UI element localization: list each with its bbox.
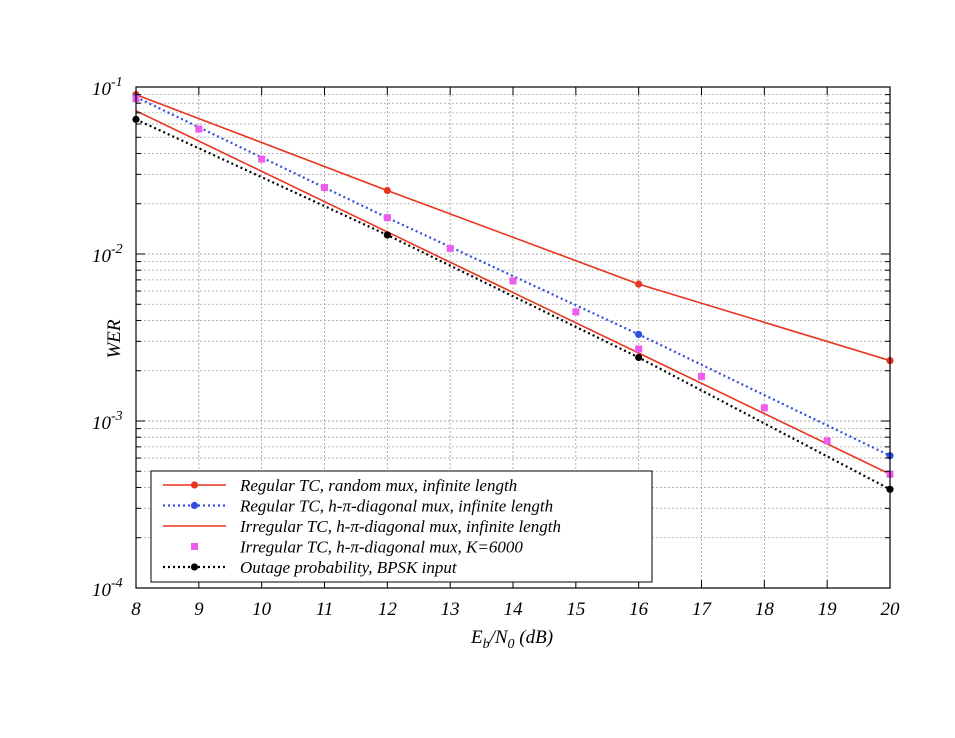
legend-entry: Regular TC, random mux, infinite length <box>163 476 517 495</box>
data-point <box>258 155 266 163</box>
legend-marker <box>190 481 199 489</box>
x-tick-label: 11 <box>316 599 334 620</box>
data-point <box>698 372 705 380</box>
legend-marker <box>190 563 199 571</box>
x-tick-label: 18 <box>755 599 775 620</box>
legend-box <box>150 470 653 583</box>
series-line <box>135 118 891 491</box>
data-point <box>823 437 831 445</box>
data-point <box>635 330 643 339</box>
series-5 <box>132 115 894 493</box>
data-point <box>383 186 391 195</box>
series-line <box>135 93 891 362</box>
legend-marker <box>190 501 199 510</box>
x-tick-label: 17 <box>692 599 713 620</box>
data-point <box>446 244 454 252</box>
x-tick-label: 16 <box>629 599 649 620</box>
series-line <box>135 110 891 475</box>
y-tick-label: 10-3 <box>92 409 123 434</box>
data-point <box>635 280 643 288</box>
x-tick-label: 19 <box>818 599 838 620</box>
legend-label: Outage probability, BPSK input <box>240 558 458 577</box>
data-point <box>760 404 768 412</box>
legend-entry: Regular TC, h-π-diagonal mux, infinite l… <box>163 497 553 516</box>
y-tick-labels: 10-1 10-2 10-3 10-4 <box>92 75 123 601</box>
x-tick-label: 10 <box>252 599 272 620</box>
data-point <box>383 214 391 222</box>
x-axis-label: Eb/N0 (dB) <box>470 627 553 652</box>
legend-label: Irregular TC, h-π-diagonal mux, infinite… <box>239 517 561 536</box>
legend-label: Regular TC, random mux, infinite length <box>239 476 517 495</box>
data-point <box>572 308 580 316</box>
x-tick-label: 15 <box>566 599 585 620</box>
data-point <box>321 184 328 192</box>
legend-entry: Irregular TC, h-π-diagonal mux, K=6000 <box>191 538 523 557</box>
series-layer <box>132 91 894 493</box>
series-3 <box>135 110 891 475</box>
data-point <box>509 277 517 285</box>
x-tick-label: 13 <box>441 599 460 620</box>
x-tick-label: 14 <box>504 599 524 620</box>
data-point <box>383 231 391 239</box>
y-axis-label: WER <box>104 319 125 358</box>
y-tick-label: 10-4 <box>92 576 123 601</box>
legend-entry: Irregular TC, h-π-diagonal mux, infinite… <box>163 517 561 536</box>
x-tick-labels: 8 9 10 11 12 13 14 15 16 17 18 19 20 <box>131 599 900 620</box>
legend-label: Regular TC, h-π-diagonal mux, infinite l… <box>239 497 553 516</box>
data-point <box>635 353 643 362</box>
y-tick-label: 10-2 <box>92 242 123 267</box>
legend-label: Irregular TC, h-π-diagonal mux, K=6000 <box>239 538 523 557</box>
x-tick-label: 12 <box>378 599 398 620</box>
x-tick-label: 9 <box>194 599 204 620</box>
legend-marker <box>191 543 198 550</box>
x-tick-label: 8 <box>131 599 141 620</box>
x-tick-label: 20 <box>881 599 901 620</box>
legend-entry: Outage probability, BPSK input <box>163 558 458 577</box>
data-point <box>195 125 203 133</box>
data-point <box>635 345 643 353</box>
y-tick-label: 10-1 <box>92 75 123 100</box>
legend: Regular TC, random mux, infinite length R… <box>150 470 653 583</box>
series-line <box>135 96 891 457</box>
